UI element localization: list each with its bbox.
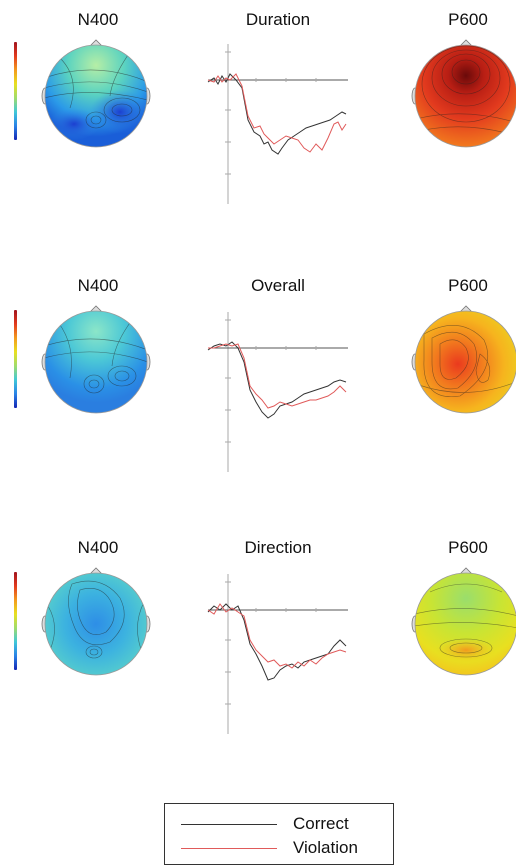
- n400-title-direction: N400: [77, 538, 119, 557]
- legend-item-correct: Correct: [165, 813, 393, 835]
- n400-scalp-map-duration: [41, 39, 151, 148]
- p600-title-overall: P600: [448, 276, 488, 295]
- n400-colorbar-overall: [14, 310, 17, 408]
- direction-title: Direction: [244, 538, 312, 557]
- erp-waveform-overall: [207, 312, 348, 472]
- n400-colorbar-direction: [14, 572, 17, 670]
- n400-title-overall: N400: [77, 276, 119, 295]
- overall-title: Overall: [251, 276, 305, 295]
- p600-scalp-map-duration: [411, 39, 516, 148]
- legend: Correct Violation: [164, 803, 394, 865]
- p600-scalp-map-overall: [411, 305, 516, 414]
- n400-colorbar-duration: [14, 42, 17, 140]
- legend-label-correct: Correct: [293, 814, 349, 833]
- legend-swatch-correct: [181, 824, 277, 825]
- p600-title-direction: P600: [448, 538, 488, 557]
- n400-title-duration: N400: [77, 10, 119, 29]
- erp-waveform-direction: [207, 574, 348, 734]
- legend-label-violation: Violation: [293, 838, 358, 857]
- n400-scalp-map-direction: [41, 567, 151, 676]
- duration-title: Duration: [245, 10, 311, 29]
- p600-title-duration: P600: [448, 10, 488, 29]
- erp-waveform-duration: [207, 44, 348, 204]
- legend-item-violation: Violation: [165, 837, 393, 859]
- p600-scalp-map-direction: [411, 567, 516, 676]
- n400-scalp-map-overall: [41, 305, 151, 414]
- legend-swatch-violation: [181, 848, 277, 849]
